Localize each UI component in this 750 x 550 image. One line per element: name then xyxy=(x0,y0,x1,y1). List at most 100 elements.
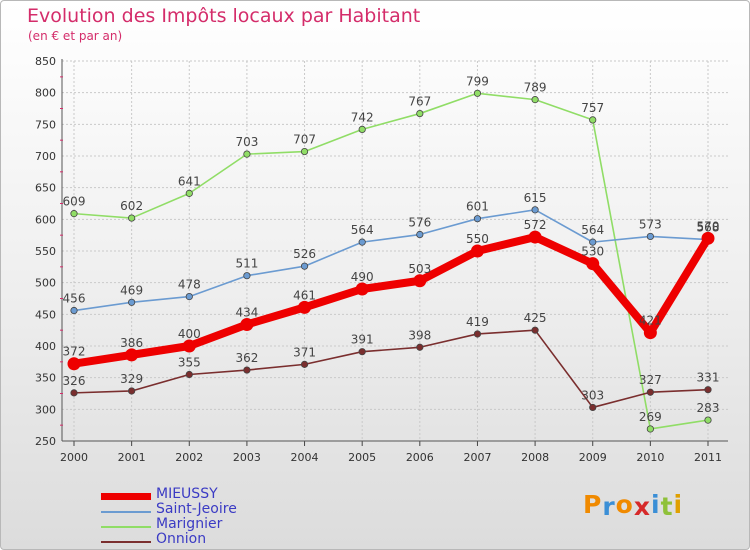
data-point xyxy=(701,231,715,245)
data-label: 568 xyxy=(697,221,720,235)
x-tick-label: 2010 xyxy=(636,451,664,464)
data-label: 564 xyxy=(581,223,604,237)
data-label: 303 xyxy=(581,388,604,402)
data-label: 400 xyxy=(178,327,201,341)
chart-title: Evolution des Impôts locaux par Habitant xyxy=(27,5,421,27)
x-tick-label: 2005 xyxy=(348,451,376,464)
series-line-marignier xyxy=(73,92,709,430)
x-tick-label: 2009 xyxy=(579,451,607,464)
data-label: 283 xyxy=(697,401,720,415)
data-label: 703 xyxy=(235,135,258,149)
data-point xyxy=(185,292,193,301)
data-point xyxy=(473,89,482,97)
data-label: 419 xyxy=(466,315,489,329)
data-label: 641 xyxy=(178,174,201,188)
y-tick-label: 750 xyxy=(35,118,56,131)
data-label: 425 xyxy=(524,311,547,325)
data-point xyxy=(67,357,81,371)
y-tick-label: 800 xyxy=(35,87,56,100)
data-label: 398 xyxy=(408,328,431,342)
data-label: 461 xyxy=(293,288,316,302)
data-label: 530 xyxy=(581,245,604,259)
series-line-onnion xyxy=(73,329,709,409)
data-label: 326 xyxy=(63,374,86,388)
data-point xyxy=(470,244,484,258)
data-label: 707 xyxy=(293,133,316,147)
data-label: 503 xyxy=(408,262,431,276)
legend-swatch xyxy=(101,541,151,543)
data-point xyxy=(243,150,251,158)
data-label: 391 xyxy=(351,333,374,347)
data-point xyxy=(358,125,366,133)
data-point xyxy=(416,109,424,118)
data-label: 572 xyxy=(524,218,547,232)
data-label: 609 xyxy=(63,195,86,209)
data-label: 573 xyxy=(639,217,662,231)
x-tick-label: 2011 xyxy=(694,451,722,464)
data-label: 576 xyxy=(408,216,431,230)
data-point xyxy=(300,262,309,270)
data-point xyxy=(243,272,251,280)
data-point xyxy=(70,389,78,397)
data-label: 362 xyxy=(235,351,258,365)
series-line-saint-jeoire xyxy=(73,209,709,312)
data-point xyxy=(531,96,539,104)
data-point xyxy=(416,343,424,351)
x-tick-label: 2006 xyxy=(406,451,434,464)
data-label: 386 xyxy=(120,336,143,350)
data-point xyxy=(704,386,712,394)
y-tick-label: 600 xyxy=(35,213,56,226)
data-point xyxy=(416,230,424,239)
legend-swatch xyxy=(101,526,151,528)
chart-subtitle: (en € et par an) xyxy=(28,29,123,43)
series-line-mieussy xyxy=(70,233,712,368)
data-label: 742 xyxy=(351,110,374,124)
data-point xyxy=(473,215,482,223)
data-point xyxy=(70,210,78,218)
data-label: 511 xyxy=(235,257,258,271)
data-point xyxy=(125,348,139,362)
data-point xyxy=(646,232,654,241)
y-tick-label: 300 xyxy=(35,403,56,416)
x-tick-label: 2004 xyxy=(291,451,319,464)
data-label: 456 xyxy=(63,292,86,306)
data-point xyxy=(185,189,193,197)
data-point xyxy=(182,339,196,353)
data-point xyxy=(531,326,539,334)
data-label: 767 xyxy=(408,95,431,109)
x-tick-label: 2003 xyxy=(233,451,261,464)
data-point xyxy=(413,274,427,288)
data-point xyxy=(70,306,78,315)
legend-label: Onnion xyxy=(156,531,207,547)
data-label: 799 xyxy=(466,74,489,88)
data-label: 331 xyxy=(697,371,720,385)
legend-label: MIEUSSY xyxy=(156,486,218,502)
data-label: 371 xyxy=(293,345,316,359)
data-point xyxy=(128,387,136,395)
data-point xyxy=(358,348,366,356)
y-tick-label: 250 xyxy=(35,435,56,448)
data-point xyxy=(646,425,654,433)
x-tick-label: 2008 xyxy=(521,451,549,464)
data-point xyxy=(643,326,657,340)
legend-label: Marignier xyxy=(156,516,223,532)
data-label: 329 xyxy=(120,372,143,386)
x-tick-label: 2000 xyxy=(60,451,88,464)
data-label: 421 xyxy=(639,314,662,328)
data-label: 490 xyxy=(351,270,374,284)
data-label: 269 xyxy=(639,410,662,424)
data-point xyxy=(240,317,254,331)
data-point xyxy=(128,214,136,222)
data-label: 434 xyxy=(235,305,258,319)
data-label: 789 xyxy=(524,81,547,95)
data-point xyxy=(589,116,597,124)
data-point xyxy=(473,330,482,338)
x-tick-label: 2007 xyxy=(463,451,491,464)
legend-label: Saint-Jeoire xyxy=(156,501,237,517)
data-label: 602 xyxy=(120,199,143,213)
data-point xyxy=(589,403,597,412)
y-tick-label: 500 xyxy=(35,277,56,290)
data-point xyxy=(128,298,136,306)
data-point xyxy=(528,230,542,244)
